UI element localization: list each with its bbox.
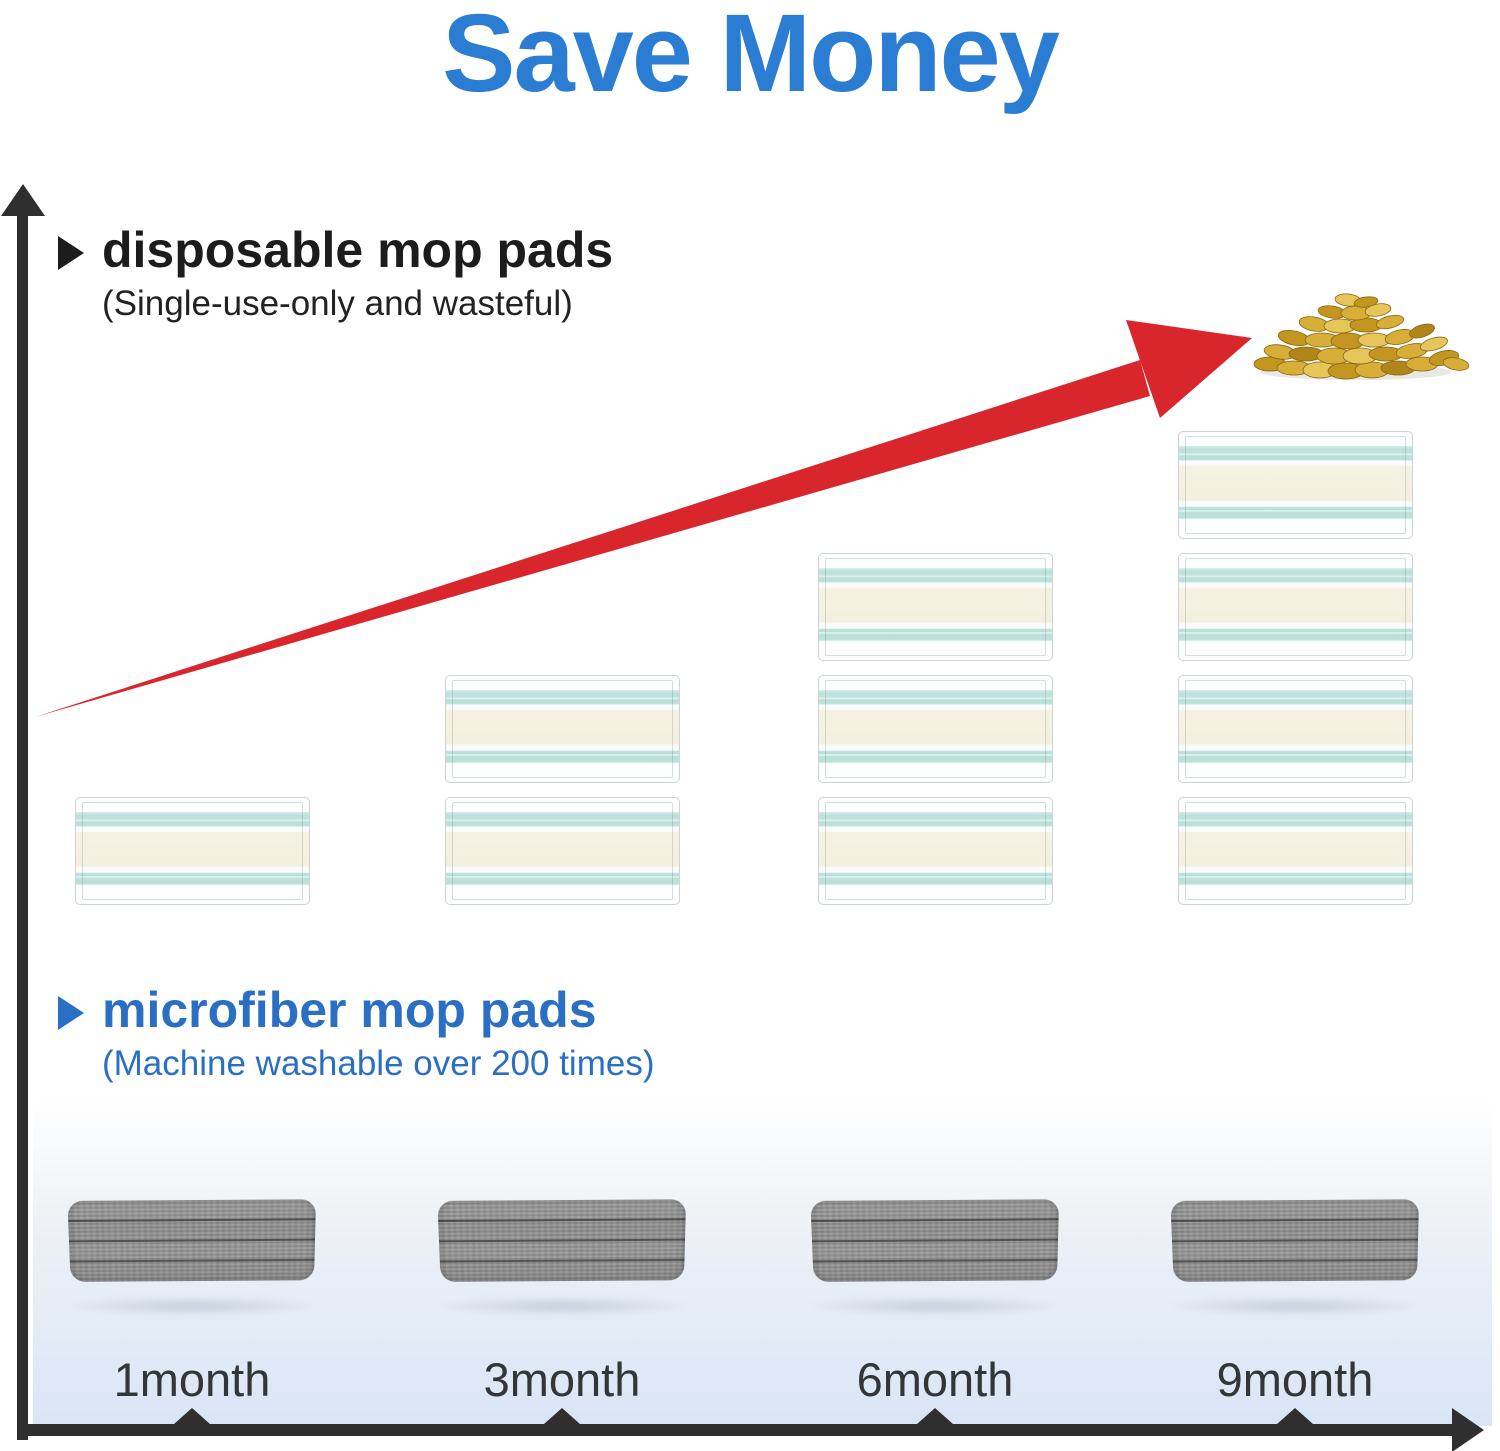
x-axis-tick [1277, 1408, 1313, 1424]
x-axis-tick [174, 1408, 210, 1424]
disposable-pad [817, 797, 1053, 905]
disposable-pad [1177, 797, 1413, 905]
disposable-pad-inner-frame [1184, 436, 1406, 534]
x-axis-label: 9month [1216, 1353, 1374, 1406]
x-axis-tick [917, 1408, 953, 1424]
microfiber-pad [1170, 1199, 1420, 1282]
x-axis-tick [544, 1408, 580, 1424]
disposable-pad [444, 797, 680, 905]
microfiber-pad-shadow [1164, 1296, 1426, 1316]
disposable-pad-inner-frame [81, 802, 303, 900]
microfiber-pad-shadow [61, 1296, 323, 1316]
y-axis-line [17, 212, 28, 1440]
red-arrowhead-icon [1126, 320, 1252, 418]
legend-disposable: disposable mop pads (Single-use-only and… [58, 224, 613, 323]
microfiber-pad [810, 1199, 1060, 1282]
page-title: Save Money [442, 0, 1060, 115]
disposable-pad-inner-frame [1184, 802, 1406, 900]
legend-disposable-subtitle: (Single-use-only and wasteful) [102, 283, 573, 323]
x-axis-label: 1month [113, 1353, 271, 1406]
x-axis-arrowhead-icon [1452, 1408, 1484, 1451]
legend-microfiber-label: microfiber mop pads [102, 982, 597, 1038]
y-axis-arrowhead-icon [1, 184, 45, 216]
disposable-pad [1177, 553, 1413, 661]
disposable-pad-inner-frame [451, 680, 673, 778]
disposable-pad-inner-frame [824, 802, 1046, 900]
disposable-pad-inner-frame [824, 680, 1046, 778]
disposable-pad-inner-frame [1184, 680, 1406, 778]
disposable-pad-inner-frame [1184, 558, 1406, 656]
disposable-pad-inner-frame [451, 802, 673, 900]
disposable-pad [1177, 675, 1413, 783]
disposable-pad [817, 553, 1053, 661]
triangle-right-icon [58, 996, 84, 1030]
x-axis-label: 3month [483, 1353, 641, 1406]
legend-microfiber-subtitle: (Machine washable over 200 times) [102, 1043, 655, 1083]
disposable-pad-inner-frame [824, 558, 1046, 656]
microfiber-pad-shadow [804, 1296, 1066, 1316]
disposable-pad [1177, 431, 1413, 539]
disposable-pad [444, 675, 680, 783]
legend-microfiber: microfiber mop pads (Machine washable ov… [58, 984, 654, 1083]
disposable-pad [74, 797, 310, 905]
disposable-pad [817, 675, 1053, 783]
microfiber-pad [67, 1199, 317, 1282]
triangle-right-icon [58, 236, 84, 270]
x-axis-line [17, 1424, 1454, 1436]
gold-coin-pile-image [1253, 293, 1470, 380]
microfiber-pad [437, 1199, 687, 1282]
microfiber-pad-shadow [431, 1296, 693, 1316]
red-rising-arrow [35, 360, 1150, 717]
x-axis-label: 6month [856, 1353, 1014, 1406]
legend-disposable-label: disposable mop pads [102, 222, 614, 278]
